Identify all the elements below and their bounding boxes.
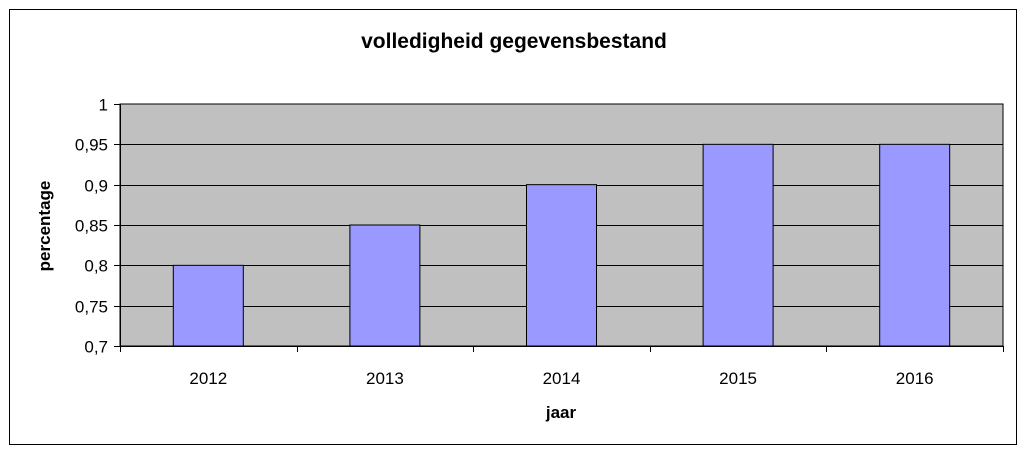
bar-2015 xyxy=(702,143,774,347)
y-tick-label: 0,9 xyxy=(84,177,108,196)
x-tick-labels: 2012 2013 2014 2015 2016 xyxy=(189,369,933,388)
y-tick-labels: 0,7 0,75 0,8 0,85 0,9 0,95 1 xyxy=(75,96,108,357)
y-axis-title: percentage xyxy=(35,181,54,272)
y-tick-label: 0,8 xyxy=(84,257,108,276)
chart-title: volledigheid gegevensbestand xyxy=(361,30,667,53)
y-tick-label: 0,85 xyxy=(75,217,108,236)
x-tick-label: 2013 xyxy=(366,369,404,388)
y-tick-label: 0,7 xyxy=(84,338,108,357)
bar-2016 xyxy=(879,143,951,347)
bar-2014 xyxy=(526,184,597,347)
bars xyxy=(172,143,951,347)
bar-2013 xyxy=(349,224,421,347)
y-tick-label: 0,95 xyxy=(75,136,108,155)
y-tick-label: 1 xyxy=(99,96,108,115)
bar-2012 xyxy=(172,264,244,347)
x-tick-label: 2015 xyxy=(719,369,757,388)
x-tick-label: 2014 xyxy=(543,369,581,388)
x-tick-label: 2012 xyxy=(189,369,227,388)
x-axis-title: jaar xyxy=(545,403,577,422)
axes xyxy=(114,104,1004,352)
x-tick-label: 2016 xyxy=(896,369,934,388)
y-tick-label: 0,75 xyxy=(75,298,108,317)
